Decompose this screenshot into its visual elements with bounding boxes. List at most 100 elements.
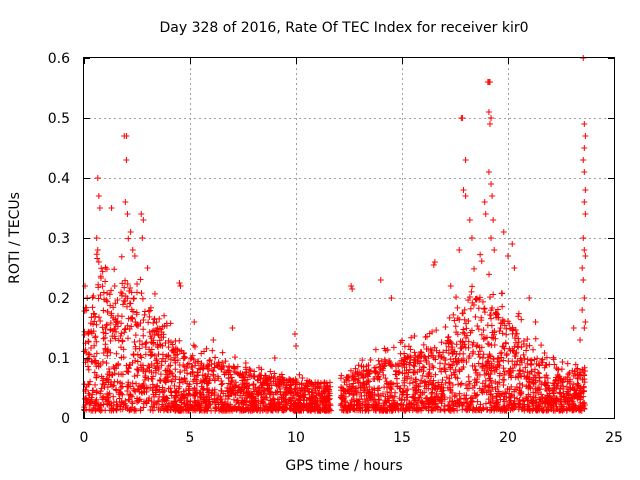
data-point <box>425 345 432 352</box>
data-point <box>205 394 212 401</box>
data-point <box>273 389 280 396</box>
data-point <box>418 399 425 406</box>
data-point <box>466 380 473 387</box>
data-point <box>129 247 136 253</box>
data-point <box>464 405 471 412</box>
data-point <box>462 157 469 163</box>
data-point <box>488 235 495 241</box>
data-point <box>451 393 458 400</box>
data-point <box>526 370 533 377</box>
data-point <box>151 331 158 338</box>
data-point <box>190 378 197 385</box>
data-point <box>343 407 350 414</box>
data-point <box>493 366 500 373</box>
data-point <box>179 392 186 399</box>
data-point <box>161 312 168 319</box>
data-point <box>456 390 463 397</box>
data-point <box>393 375 400 382</box>
data-point <box>535 384 542 391</box>
data-point <box>499 376 506 383</box>
data-point <box>276 382 283 389</box>
data-point <box>393 403 400 410</box>
data-point <box>147 349 154 356</box>
data-point <box>156 377 163 384</box>
data-point <box>119 280 126 287</box>
data-point <box>410 386 417 393</box>
data-point <box>88 407 95 414</box>
data-point <box>306 395 313 402</box>
data-point <box>523 394 530 401</box>
data-point <box>261 406 268 413</box>
data-point <box>417 349 424 356</box>
data-point <box>287 390 294 397</box>
data-point <box>211 391 218 398</box>
data-point <box>443 374 450 381</box>
data-point <box>423 357 430 364</box>
data-point <box>222 392 229 399</box>
data-point <box>286 376 293 383</box>
data-point <box>82 283 89 289</box>
data-point <box>151 290 158 297</box>
data-point <box>120 401 127 408</box>
data-point <box>150 320 157 327</box>
data-point <box>125 368 132 375</box>
data-point <box>319 398 326 405</box>
data-point <box>358 363 365 370</box>
data-point <box>271 355 278 361</box>
data-point <box>562 398 569 405</box>
data-point <box>410 401 417 408</box>
data-point <box>538 391 545 398</box>
data-point <box>494 383 501 390</box>
data-point <box>224 388 231 395</box>
data-point <box>244 389 251 396</box>
data-point <box>480 298 487 305</box>
data-point <box>200 364 207 371</box>
data-point <box>135 323 142 330</box>
data-point <box>349 372 356 379</box>
data-point <box>137 276 144 283</box>
data-point <box>115 361 122 368</box>
data-point <box>449 382 456 389</box>
data-point <box>406 359 413 366</box>
data-point <box>93 396 100 403</box>
data-point <box>278 371 285 378</box>
data-point <box>154 341 161 348</box>
data-point <box>177 404 184 411</box>
data-point <box>326 406 333 413</box>
data-point <box>323 380 330 387</box>
data-point <box>510 406 517 413</box>
data-point <box>558 401 565 408</box>
data-point <box>571 390 578 397</box>
data-point <box>159 401 166 408</box>
data-point <box>454 359 461 366</box>
data-point <box>478 387 485 394</box>
data-point <box>307 402 314 409</box>
data-point <box>97 362 104 369</box>
data-point <box>469 341 476 348</box>
data-point <box>125 315 132 322</box>
data-point <box>225 380 232 387</box>
data-point <box>473 343 480 350</box>
data-point <box>99 283 106 290</box>
data-point <box>246 366 253 373</box>
data-point <box>564 360 571 367</box>
data-point <box>499 316 506 323</box>
data-point <box>438 383 445 390</box>
data-point <box>481 305 488 312</box>
data-point <box>322 387 329 394</box>
data-point <box>224 403 231 410</box>
data-point <box>124 368 131 375</box>
data-point <box>231 383 238 390</box>
data-point <box>215 392 222 399</box>
data-point <box>132 318 139 325</box>
data-point <box>163 353 170 360</box>
data-point <box>392 389 399 396</box>
data-point <box>141 376 148 383</box>
data-point <box>436 349 443 356</box>
data-point <box>118 320 125 327</box>
data-point <box>510 327 517 334</box>
data-point <box>134 372 141 379</box>
data-point <box>92 381 99 388</box>
data-point <box>102 278 109 285</box>
data-point <box>88 314 95 321</box>
